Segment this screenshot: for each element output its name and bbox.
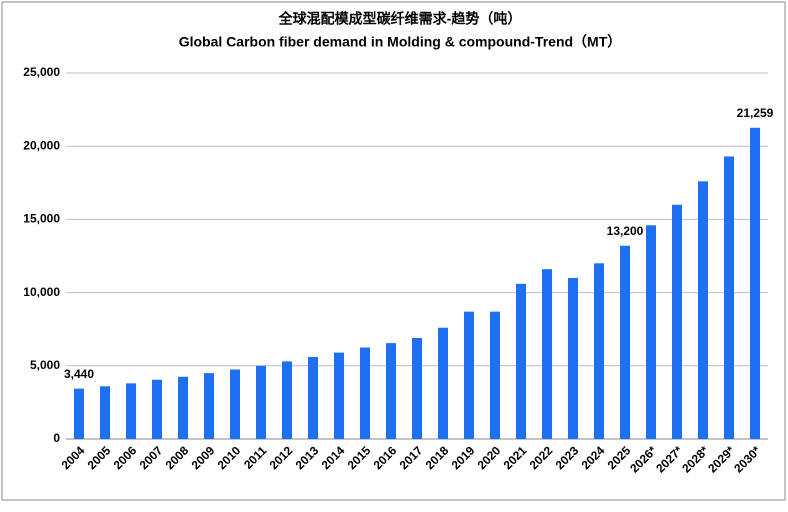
bar [74, 388, 84, 439]
y-tick-label: 10,000 [23, 285, 60, 299]
bar [594, 263, 604, 439]
bar [698, 181, 708, 439]
value-label: 21,259 [737, 106, 774, 120]
y-tick-label: 15,000 [23, 212, 60, 226]
bar [360, 347, 370, 439]
bar [204, 373, 214, 439]
chart-subtitle: Global Carbon fiber demand in Molding & … [179, 34, 622, 50]
bar [464, 311, 474, 439]
bar [620, 245, 630, 439]
bar [646, 225, 656, 439]
bar [100, 386, 110, 439]
bar [152, 379, 162, 439]
bar [230, 369, 240, 439]
y-tick-label: 20,000 [23, 138, 60, 152]
bar [724, 156, 734, 439]
bar [750, 127, 760, 439]
y-tick-label: 25,000 [23, 65, 60, 79]
value-label: 13,200 [607, 224, 644, 238]
bar [334, 352, 344, 439]
value-label: 3,440 [64, 367, 94, 381]
chart-title: 全球混配模成型碳纤维需求-趋势（吨） [278, 11, 522, 27]
bar [490, 311, 500, 439]
y-tick-label: 5,000 [30, 358, 60, 372]
bar [516, 283, 526, 439]
bar [282, 361, 292, 439]
bar [568, 277, 578, 439]
bar [672, 204, 682, 439]
y-tick-label: 0 [53, 431, 60, 445]
bar [386, 343, 396, 439]
bar [412, 337, 422, 439]
bar [126, 383, 136, 439]
bar [438, 327, 448, 439]
bar [178, 376, 188, 439]
bar [542, 269, 552, 439]
bar [308, 357, 318, 439]
bar [256, 365, 266, 439]
